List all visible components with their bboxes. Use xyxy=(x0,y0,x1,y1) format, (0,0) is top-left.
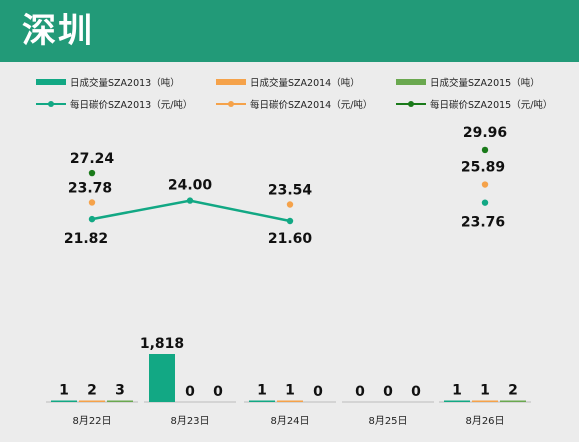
legend-label: 日成交量SZA2013（吨） xyxy=(70,78,180,89)
price-point xyxy=(286,217,294,225)
volume-bar xyxy=(277,400,303,402)
price-value-label: 29.96 xyxy=(463,125,507,141)
volume-bar xyxy=(79,400,105,402)
price-value-label: 25.89 xyxy=(461,160,505,176)
bar-value-label: 1 xyxy=(257,383,267,399)
price-line-2013 xyxy=(91,199,291,223)
price-value-label: 23.54 xyxy=(268,183,313,199)
legend-label: 日成交量SZA2015（吨） xyxy=(430,78,540,89)
price-value-label: 21.82 xyxy=(64,231,108,247)
legend-swatch xyxy=(36,100,66,108)
bar-value-label: 1 xyxy=(59,383,69,399)
legend-swatch xyxy=(216,100,246,108)
legend-swatch xyxy=(36,79,66,85)
volume-bar xyxy=(472,400,498,402)
volume-bar xyxy=(249,400,275,402)
legend-label: 每日碳价SZA2014（元/吨） xyxy=(250,100,373,111)
price-point xyxy=(88,199,96,206)
bar-value-label: 2 xyxy=(508,383,518,399)
legend-item-price-2015: 每日碳价SZA2015（元/吨） xyxy=(396,96,552,112)
price-value-label: 23.76 xyxy=(461,215,505,231)
x-tick-label: 8月23日 xyxy=(170,415,209,427)
legend-item-volume-2013: 日成交量SZA2013（吨） xyxy=(36,74,180,90)
volume-bar xyxy=(444,400,470,402)
legend-item-price-2014: 每日碳价SZA2014（元/吨） xyxy=(216,96,372,112)
volume-bar xyxy=(51,400,77,402)
legend-item-volume-2014: 日成交量SZA2014（吨） xyxy=(216,74,360,90)
bar-value-label: 0 xyxy=(313,384,323,400)
price-point xyxy=(286,201,294,208)
price-value-label: 27.24 xyxy=(70,151,115,167)
legend-swatch xyxy=(396,79,426,85)
legend-label: 日成交量SZA2014（吨） xyxy=(250,78,360,89)
x-tick-label: 8月22日 xyxy=(72,415,111,427)
x-tick-label: 8月25日 xyxy=(368,415,407,427)
legend-swatch xyxy=(396,100,426,108)
bar-value-label: 0 xyxy=(411,384,421,400)
price-point xyxy=(88,215,96,223)
bar-value-label: 1 xyxy=(480,383,490,399)
x-tick-label: 8月26日 xyxy=(465,415,504,427)
bar-value-label: 3 xyxy=(115,383,125,399)
legend-label: 每日碳价SZA2015（元/吨） xyxy=(430,100,553,111)
bar-value-label: 1 xyxy=(285,383,295,399)
price-point xyxy=(481,199,489,206)
bar-value-label: 2 xyxy=(87,383,97,399)
page-title: 深圳 xyxy=(22,11,94,51)
volume-bar xyxy=(149,354,175,402)
legend-label: 每日碳价SZA2013（元/吨） xyxy=(70,100,193,111)
legend-swatch xyxy=(216,79,246,85)
price-point xyxy=(88,169,96,177)
price-point xyxy=(481,146,489,154)
price-value-label: 24.00 xyxy=(168,178,213,194)
price-value-label: 21.60 xyxy=(268,231,313,247)
price-point xyxy=(481,181,489,188)
price-value-label: 23.78 xyxy=(68,180,112,196)
x-tick-label: 8月24日 xyxy=(270,415,309,427)
bar-value-label: 0 xyxy=(383,384,393,400)
bar-value-label: 1,818 xyxy=(140,336,184,352)
bar-value-label: 0 xyxy=(355,384,365,400)
bar-value-label: 0 xyxy=(185,384,195,400)
volume-bar xyxy=(107,400,133,402)
legend-item-price-2013: 每日碳价SZA2013（元/吨） xyxy=(36,96,192,112)
price-point xyxy=(186,197,194,204)
legend-item-volume-2015: 日成交量SZA2015（吨） xyxy=(396,74,540,90)
chart-panel: 日成交量SZA2013（吨） 日成交量SZA2014（吨） 日成交量SZA201… xyxy=(0,62,579,442)
bar-value-label: 1 xyxy=(452,383,462,399)
title-banner: 深圳 xyxy=(0,0,579,62)
volume-bar xyxy=(500,400,526,402)
bar-value-label: 0 xyxy=(213,384,223,400)
chart-legend: 日成交量SZA2013（吨） 日成交量SZA2014（吨） 日成交量SZA201… xyxy=(0,62,579,122)
